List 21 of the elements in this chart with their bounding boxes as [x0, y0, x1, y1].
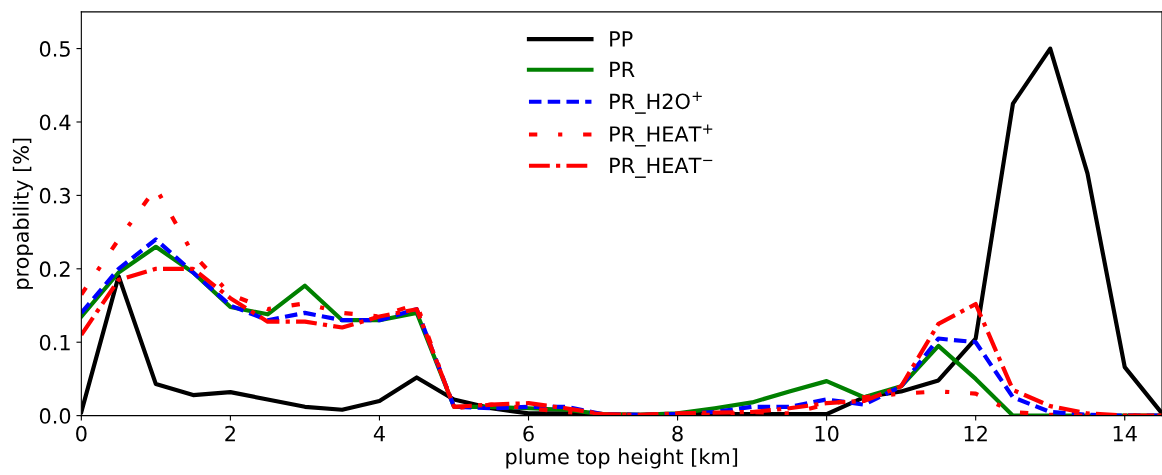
x-tick-label: 4	[373, 425, 385, 442]
y-axis-title: propability [%]	[12, 138, 33, 289]
x-tick-label: 8	[672, 425, 683, 442]
y-tick-label: 0.5	[39, 41, 70, 57]
x-tick-label: 10	[815, 425, 839, 442]
x-tick-label: 14	[1113, 425, 1137, 442]
x-axis-title: plume top height [km]	[506, 448, 738, 469]
y-tick-label: 0.0	[39, 408, 71, 424]
x-tick-label: 0	[76, 425, 87, 442]
legend-label: PR_H2O$^{+}$	[610, 91, 702, 114]
y-tick-label: 0.4	[39, 114, 71, 131]
y-tick-label: 0.2	[39, 261, 70, 278]
legend-label: PR	[610, 61, 635, 78]
x-tick-label: 6	[523, 425, 534, 442]
y-tick-label: 0.3	[39, 187, 70, 204]
legend-label: PR_HEAT$^{+}$	[610, 124, 713, 147]
x-tick-label: 2	[225, 425, 235, 442]
y-tick-label: 0.1	[39, 334, 70, 351]
legend-label: PR_HEAT$^{−}$	[610, 157, 713, 178]
x-tick-label: 12	[964, 425, 987, 442]
legend-label: PP	[610, 31, 633, 47]
